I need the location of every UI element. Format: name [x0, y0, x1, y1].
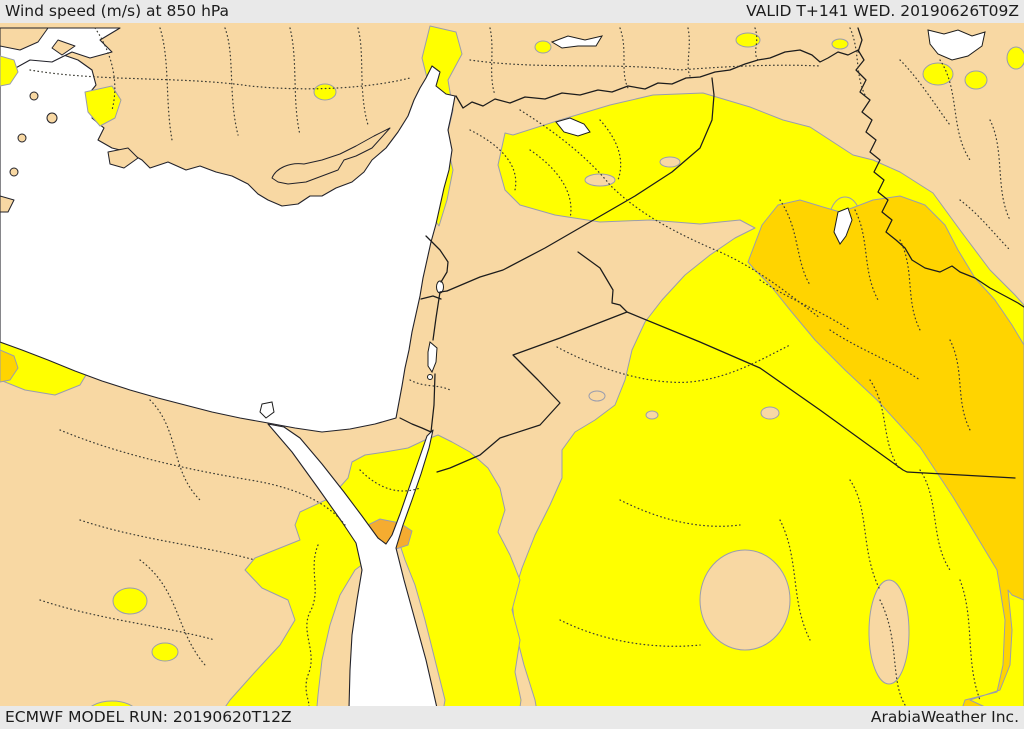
border-israel-egypt [399, 417, 432, 433]
land-hole [699, 549, 791, 651]
aegean-island [46, 112, 58, 124]
wind-yellow-blob [1006, 46, 1024, 70]
map-title: Wind speed (m/s) at 850 hPa [5, 2, 230, 20]
wind-yellow-blob [534, 40, 552, 54]
land-hole [760, 406, 780, 420]
map-header-bar: Wind speed (m/s) at 850 hPa VALID T+141 … [0, 0, 1024, 23]
country-borders [399, 27, 1024, 479]
wind-yellow-blob [151, 642, 179, 662]
provider-label: ArabiaWeather Inc. [870, 708, 1019, 726]
border-turkey-east [857, 27, 863, 53]
border-jordan-saudi-zigzag [436, 311, 628, 473]
islands [0, 27, 391, 213]
wind-yellow-blob [831, 38, 849, 50]
wind-yellow-blob [922, 62, 954, 86]
land-hole [584, 173, 616, 187]
lake-tharthar [833, 207, 853, 245]
red-sea [267, 423, 438, 709]
marmara-peninsula [51, 39, 76, 56]
wind-yellow-egypt-sinai [209, 434, 522, 729]
border-israel-jordan-arava [430, 373, 436, 433]
border-jordan-iraq-saudi [577, 251, 1016, 479]
border-jordan-river [432, 290, 448, 341]
map-footer-bar: ECMWF MODEL RUN: 20190620T12Z ArabiaWeat… [0, 706, 1024, 729]
land-holes [584, 156, 910, 685]
crete-island [0, 195, 15, 213]
dead-sea-south [427, 374, 433, 380]
border-lebanon [420, 235, 449, 300]
wind-yellow-sea-patch-aegean [0, 55, 19, 87]
wind-yellow-blob [964, 70, 988, 90]
wind-gold-west-sliver [0, 349, 19, 383]
border-syria-iraq [446, 77, 715, 292]
valid-time-label: VALID T+141 WED. 20190626T09Z [746, 2, 1019, 20]
lake-assad [555, 117, 591, 137]
aegean-island [9, 167, 19, 177]
wind-contour-gold-regions [0, 195, 1024, 729]
salt-lake [550, 35, 604, 49]
rhodes-island [107, 147, 139, 169]
land-hole [659, 156, 681, 168]
wind-gold-east-band [747, 195, 1024, 729]
land-hole [868, 579, 910, 685]
wind-yellow-blob [112, 587, 148, 615]
land-hole [588, 390, 606, 402]
aegean-island [17, 133, 27, 143]
nile-river-dotted [305, 544, 319, 709]
wind-yellow-sea-patch-rhodes [84, 85, 122, 127]
cyprus-island [271, 127, 391, 185]
model-run-label: ECMWF MODEL RUN: 20190620T12Z [5, 708, 292, 726]
wind-yellow-blob [313, 83, 337, 101]
lake-van [927, 29, 986, 61]
lakes [259, 29, 986, 419]
thrace-land [0, 27, 49, 51]
admin-dotted-borders [29, 27, 1011, 709]
border-turkey-syria-iraq-iran [455, 49, 1024, 308]
aegean-island [29, 91, 39, 101]
land-hole [645, 410, 659, 420]
bitter-lake [259, 401, 275, 419]
dead-sea [427, 341, 438, 374]
wind-yellow-blob [735, 32, 761, 48]
